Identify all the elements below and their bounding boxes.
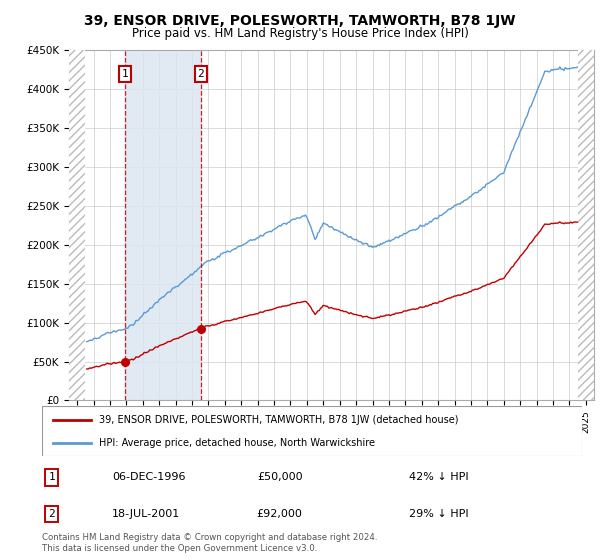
Text: Contains HM Land Registry data © Crown copyright and database right 2024.
This d: Contains HM Land Registry data © Crown c… — [42, 533, 377, 553]
Text: Price paid vs. HM Land Registry's House Price Index (HPI): Price paid vs. HM Land Registry's House … — [131, 27, 469, 40]
Bar — [125, 50, 201, 400]
Text: £92,000: £92,000 — [257, 509, 302, 519]
FancyBboxPatch shape — [42, 406, 582, 456]
Text: 2: 2 — [197, 69, 204, 79]
Text: 2: 2 — [49, 509, 55, 519]
Text: 39, ENSOR DRIVE, POLESWORTH, TAMWORTH, B78 1JW (detached house): 39, ENSOR DRIVE, POLESWORTH, TAMWORTH, B… — [98, 414, 458, 424]
Bar — [69, 50, 85, 400]
Text: 1: 1 — [49, 473, 55, 482]
Text: HPI: Average price, detached house, North Warwickshire: HPI: Average price, detached house, Nort… — [98, 438, 374, 448]
Text: 06-DEC-1996: 06-DEC-1996 — [112, 473, 186, 482]
Bar — [578, 50, 594, 400]
Text: £50,000: £50,000 — [257, 473, 302, 482]
Text: 29% ↓ HPI: 29% ↓ HPI — [409, 509, 469, 519]
Text: 18-JUL-2001: 18-JUL-2001 — [112, 509, 181, 519]
Text: 39, ENSOR DRIVE, POLESWORTH, TAMWORTH, B78 1JW: 39, ENSOR DRIVE, POLESWORTH, TAMWORTH, B… — [84, 14, 516, 28]
Text: 1: 1 — [122, 69, 128, 79]
Text: 42% ↓ HPI: 42% ↓ HPI — [409, 473, 469, 482]
